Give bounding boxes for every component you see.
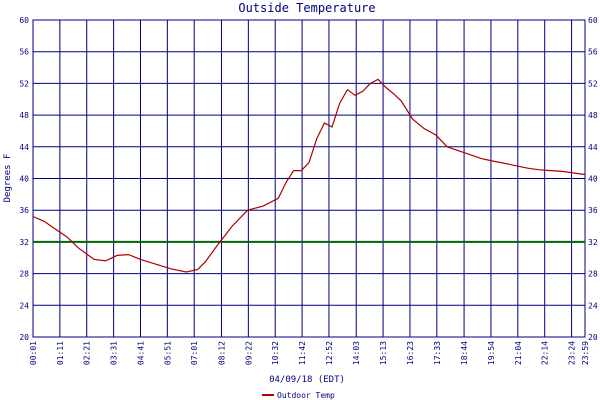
x-tick-18: 21:04 bbox=[514, 341, 523, 365]
y-tick-right-2: 28 bbox=[588, 270, 598, 279]
x-tick-8: 09:22 bbox=[244, 341, 253, 365]
x-tick-20: 23:24 bbox=[568, 341, 577, 365]
plot-frame bbox=[32, 19, 586, 338]
y-tick-left-5: 40 bbox=[19, 175, 29, 184]
x-tick-17: 19:54 bbox=[487, 341, 496, 365]
x-tick-11: 12:52 bbox=[325, 341, 334, 365]
y-tick-right-10: 60 bbox=[588, 16, 598, 25]
y-tick-right-0: 20 bbox=[588, 333, 598, 342]
y-tick-right-6: 44 bbox=[588, 143, 598, 152]
x-tick-9: 10:32 bbox=[271, 341, 280, 365]
y-tick-right-4: 36 bbox=[588, 206, 598, 215]
y-tick-right-3: 32 bbox=[588, 238, 598, 247]
y-tick-right-1: 24 bbox=[588, 301, 598, 310]
x-tick-7: 08:12 bbox=[218, 341, 227, 365]
y-tick-right-8: 52 bbox=[588, 79, 598, 88]
y-tick-right-7: 48 bbox=[588, 111, 598, 120]
x-tick-5: 05:51 bbox=[163, 341, 172, 365]
y-tick-left-1: 24 bbox=[19, 301, 29, 310]
x-tick-10: 11:42 bbox=[298, 341, 307, 365]
y-tick-left-9: 56 bbox=[19, 48, 29, 57]
x-tick-13: 15:13 bbox=[379, 341, 388, 365]
x-tick-2: 02:21 bbox=[83, 341, 92, 365]
grid-lines bbox=[32, 19, 586, 338]
x-tick-16: 18:44 bbox=[460, 341, 469, 365]
x-tick-12: 14:03 bbox=[352, 341, 361, 365]
x-axis-label: 04/09/18 (EDT) bbox=[269, 375, 345, 385]
x-tick-6: 07:01 bbox=[190, 341, 199, 365]
chart-title: Outside Temperature bbox=[238, 1, 375, 15]
y-axis-label: Degrees F bbox=[3, 154, 13, 203]
y-tick-left-8: 52 bbox=[19, 79, 29, 88]
x-tick-1: 01:11 bbox=[56, 341, 65, 365]
x-tick-15: 17:33 bbox=[433, 341, 442, 365]
y-tick-left-7: 48 bbox=[19, 111, 29, 120]
x-tick-14: 16:23 bbox=[406, 341, 415, 365]
x-tick-0: 00:01 bbox=[29, 341, 38, 365]
y-axis-left-ticks: 20 24 28 32 36 40 44 48 52 56 60 bbox=[19, 16, 29, 342]
y-tick-left-6: 44 bbox=[19, 143, 29, 152]
y-tick-left-4: 36 bbox=[19, 206, 29, 215]
y-axis-right-ticks: 20 24 28 32 36 40 44 48 52 56 60 bbox=[588, 16, 598, 342]
y-tick-left-0: 20 bbox=[19, 333, 29, 342]
y-tick-left-3: 32 bbox=[19, 238, 29, 247]
outdoor-temp-line bbox=[32, 78, 586, 273]
y-tick-right-9: 56 bbox=[588, 48, 598, 57]
x-tick-21: 23:59 bbox=[581, 341, 590, 365]
y-tick-left-10: 60 bbox=[19, 16, 29, 25]
y-tick-left-2: 28 bbox=[19, 270, 29, 279]
legend-label: Outdoor Temp bbox=[277, 391, 335, 400]
x-tick-3: 03:31 bbox=[110, 341, 119, 365]
x-tick-4: 04:41 bbox=[137, 341, 146, 365]
x-tick-19: 22:14 bbox=[541, 341, 550, 365]
x-axis-ticks: 00:01 01:11 02:21 03:31 04:41 05:51 07:01 08:12… bbox=[29, 341, 590, 365]
y-tick-right-5: 40 bbox=[588, 175, 598, 184]
